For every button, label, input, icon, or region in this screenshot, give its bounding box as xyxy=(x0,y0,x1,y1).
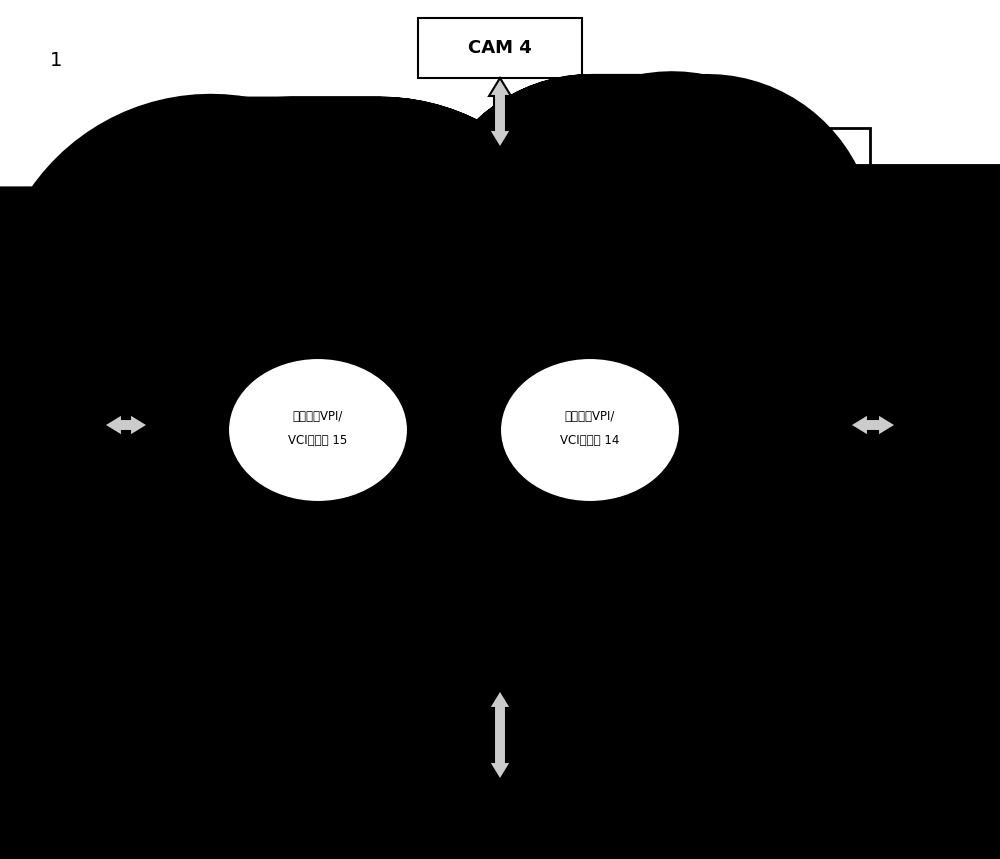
Bar xyxy=(148,578,288,642)
Text: CAM 4: CAM 4 xyxy=(468,39,532,57)
Bar xyxy=(710,284,850,348)
Polygon shape xyxy=(850,414,896,436)
Text: FIFO 12: FIFO 12 xyxy=(753,324,807,337)
Ellipse shape xyxy=(500,358,680,502)
Polygon shape xyxy=(489,78,511,148)
Text: CAM接口模块 8: CAM接口模块 8 xyxy=(453,165,543,180)
Text: 入进转换VPI/: 入进转换VPI/ xyxy=(565,410,615,423)
Text: 1: 1 xyxy=(50,51,62,70)
Text: 接口模块: 接口模块 xyxy=(775,423,805,436)
Bar xyxy=(148,210,288,274)
Text: VCI状态机 15: VCI状态机 15 xyxy=(288,434,348,447)
Bar xyxy=(298,642,698,690)
Text: 去往成帧芯片端口1的信元更换VPI、VCI: 去往成帧芯片端口1的信元更换VPI、VCI xyxy=(427,588,571,600)
Bar xyxy=(418,18,582,78)
Bar xyxy=(298,148,698,196)
Text: CPU接口模块 9: CPU接口模块 9 xyxy=(454,659,542,673)
Bar xyxy=(710,578,850,642)
Text: 成帧芯片: 成帧芯片 xyxy=(775,409,805,422)
Bar xyxy=(710,210,850,274)
Bar xyxy=(710,505,850,569)
Bar xyxy=(148,505,288,569)
Text: 外出转换VPI/: 外出转换VPI/ xyxy=(293,410,343,423)
Text: 交换芯片: 交换芯片 xyxy=(193,409,223,422)
Bar xyxy=(14,345,104,505)
Text: FPGA: FPGA xyxy=(418,418,490,442)
Text: CPU 5: CPU 5 xyxy=(470,801,530,819)
Text: 端口0外出发送: 端口0外出发送 xyxy=(754,298,806,311)
Text: 端口0入进发送: 端口0入进发送 xyxy=(192,224,244,237)
Text: 7: 7 xyxy=(786,443,794,456)
Bar xyxy=(148,355,268,495)
Ellipse shape xyxy=(228,358,408,502)
Text: FIFO 10: FIFO 10 xyxy=(753,250,807,263)
Bar xyxy=(148,284,288,348)
Bar xyxy=(730,355,850,495)
Polygon shape xyxy=(489,690,511,780)
Text: 来自成帧芯片端口0的信元更换VPI、VCI: 来自成帧芯片端口0的信元更换VPI、VCI xyxy=(427,220,571,233)
Text: FIFO 11: FIFO 11 xyxy=(191,250,245,263)
Text: 交换
芯片
2: 交换 芯片 2 xyxy=(51,402,67,448)
Text: 端口1外出发送: 端口1外出发送 xyxy=(754,592,806,605)
Text: FIFO 12: FIFO 12 xyxy=(753,618,807,631)
Text: 端口1外出接收: 端口1外出接收 xyxy=(192,592,244,605)
Text: 端口0入进接收: 端口0入进接收 xyxy=(754,224,806,237)
Text: FIFO 13: FIFO 13 xyxy=(191,324,245,337)
Bar xyxy=(128,128,870,738)
Polygon shape xyxy=(104,414,148,436)
Text: 端口1入进发送: 端口1入进发送 xyxy=(192,519,244,532)
Text: FIFO 11: FIFO 11 xyxy=(191,545,245,557)
Text: VCI状态机 14: VCI状态机 14 xyxy=(560,434,620,447)
Text: 6: 6 xyxy=(204,443,212,456)
Bar xyxy=(418,780,582,840)
Text: 端口1入进接收: 端口1入进接收 xyxy=(754,519,806,532)
Text: 端口0外出接收: 端口0外出接收 xyxy=(192,298,244,311)
Text: 接口模块: 接口模块 xyxy=(193,423,223,436)
Text: 成帧
芯片
3: 成帧 芯片 3 xyxy=(933,402,949,448)
Text: 来自成帧芯片端口1的信元更换VPI、VCI: 来自成帧芯片端口1的信元更换VPI、VCI xyxy=(427,515,571,527)
Text: FIFO 13: FIFO 13 xyxy=(191,618,245,631)
Text: FIFO 10: FIFO 10 xyxy=(753,545,807,557)
Bar xyxy=(896,345,986,505)
Text: 去往成帧芯片端口0的信元更换VPI、VCI: 去往成帧芯片端口0的信元更换VPI、VCI xyxy=(427,294,571,307)
